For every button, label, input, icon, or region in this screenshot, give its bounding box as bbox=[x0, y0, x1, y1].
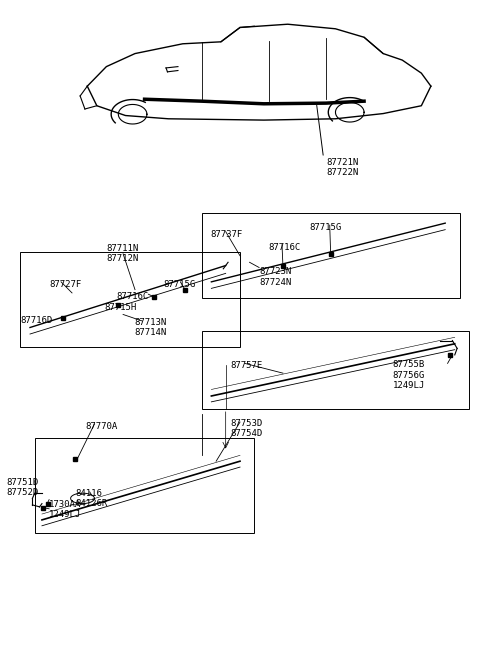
Text: 87753D
87754D: 87753D 87754D bbox=[230, 419, 263, 438]
Text: 87716D: 87716D bbox=[21, 316, 53, 325]
Text: 87711N
87712N: 87711N 87712N bbox=[107, 244, 139, 263]
Text: 87770A: 87770A bbox=[85, 422, 117, 431]
Text: 1730AA: 1730AA bbox=[49, 500, 82, 509]
Text: 84116
84126R: 84116 84126R bbox=[75, 489, 108, 508]
Text: 87716C: 87716C bbox=[116, 292, 148, 301]
Text: 87715G: 87715G bbox=[164, 280, 196, 289]
Text: 87713N
87714N: 87713N 87714N bbox=[134, 318, 166, 337]
Text: 87716C: 87716C bbox=[269, 243, 301, 252]
Text: 87727F: 87727F bbox=[49, 280, 82, 289]
Text: 87723N
87724N: 87723N 87724N bbox=[259, 267, 291, 287]
Text: 87721N
87722N: 87721N 87722N bbox=[326, 158, 358, 178]
Text: 87751D
87752D: 87751D 87752D bbox=[6, 477, 38, 497]
Bar bbox=[21, 252, 240, 347]
Text: 87715G: 87715G bbox=[309, 223, 341, 232]
Text: 87737F: 87737F bbox=[210, 230, 243, 238]
Bar bbox=[202, 214, 459, 298]
Text: 87755B
87756G
1249LJ: 87755B 87756G 1249LJ bbox=[393, 360, 425, 390]
Text: 1249LJ: 1249LJ bbox=[49, 510, 82, 519]
Text: 87715H: 87715H bbox=[104, 303, 136, 312]
Text: 87757E: 87757E bbox=[230, 362, 263, 371]
Bar bbox=[202, 331, 469, 409]
Bar bbox=[35, 438, 254, 533]
